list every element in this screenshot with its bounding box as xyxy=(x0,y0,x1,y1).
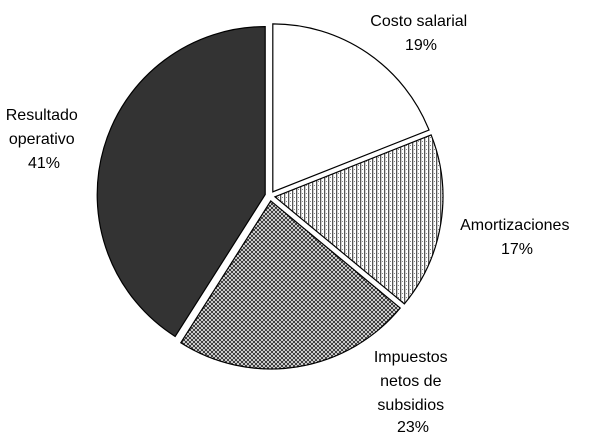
slice-label-costo-salarial-line-1: Costo salarial xyxy=(370,13,467,30)
slice-label-amortizaciones: Amortizaciones 17% xyxy=(460,217,574,258)
slice-value-amortizaciones: 17% xyxy=(501,241,533,258)
slice-label-impuestos-line-3: subsidios xyxy=(377,397,444,414)
pie-slice-impuestos-netos-de-subsidios xyxy=(179,200,402,370)
pie-slices xyxy=(96,23,444,370)
slice-label-impuestos-line-2: netos de xyxy=(380,373,441,390)
slice-label-costo-salarial: Costo salarial 19% xyxy=(370,13,471,54)
slice-label-resultado-line-2: operativo xyxy=(9,131,75,148)
slice-label-amortizaciones-line-1: Amortizaciones xyxy=(460,217,569,234)
pie-slice-amortizaciones xyxy=(273,134,444,305)
pie-slice-resultado-operativo xyxy=(96,26,266,338)
slice-value-resultado-operativo: 41% xyxy=(28,155,60,172)
slice-value-costo-salarial: 19% xyxy=(405,37,437,54)
slice-value-impuestos: 23% xyxy=(397,419,429,434)
pie-slice-costo-salarial xyxy=(272,23,430,193)
slice-label-resultado-line-1: Resultado xyxy=(6,107,78,124)
slice-label-impuestos-line-1: Impuestos xyxy=(374,349,448,366)
slice-label-impuestos: Impuestos netos de subsidios 23% xyxy=(374,349,452,434)
slice-label-resultado-operativo: Resultado operativo 41% xyxy=(6,107,83,172)
